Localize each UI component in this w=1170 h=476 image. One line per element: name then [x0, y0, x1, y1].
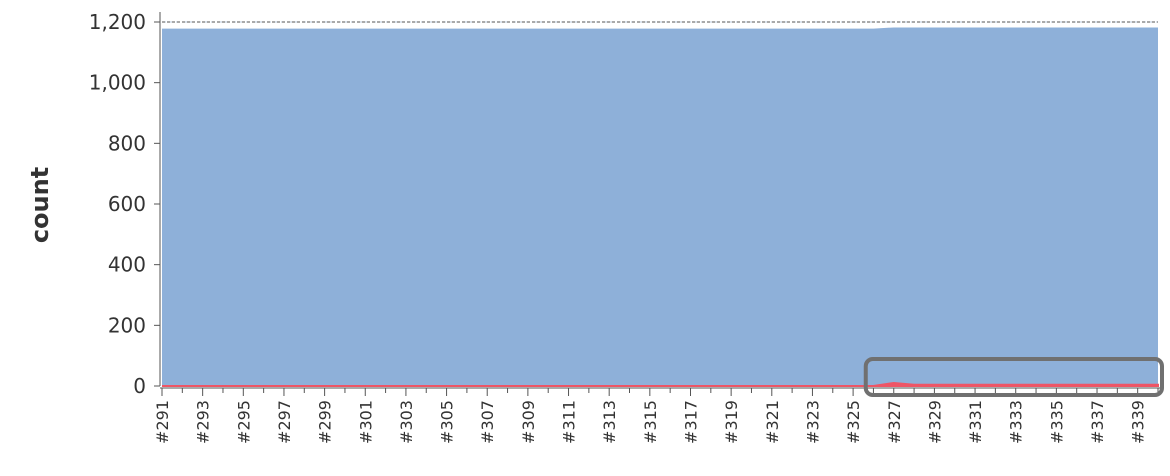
x-tick-label-14: #319	[722, 400, 741, 444]
y-tick-label-6: 1,200	[89, 10, 146, 34]
x-tick-label-23: #337	[1088, 400, 1107, 444]
x-tick-label-7: #305	[438, 400, 457, 444]
x-tick-label-22: #335	[1047, 400, 1066, 444]
x-tick-label-15: #321	[763, 400, 782, 444]
x-tick-label-0: #291	[153, 400, 172, 444]
x-tick-label-5: #301	[356, 400, 375, 444]
y-tick-label-4: 800	[108, 131, 146, 155]
y-tick-labels: 0 200 400 600 800 1,000 1,200	[89, 10, 146, 398]
y-tick-label-5: 1,000	[89, 71, 146, 95]
x-tick-label-18: #327	[885, 400, 904, 444]
x-tick-label-9: #309	[519, 400, 538, 444]
x-tick-label-2: #295	[234, 400, 253, 444]
series-areas	[162, 27, 1159, 387]
x-tick-label-3: #297	[275, 400, 294, 444]
series-area-1	[162, 381, 1159, 387]
y-axis-label: count	[26, 167, 54, 243]
x-tick-label-11: #313	[600, 400, 619, 444]
x-tick-label-24: #339	[1129, 400, 1148, 444]
highlight-box	[863, 357, 1165, 397]
x-tick-labels: #291 #293 #295 #297 #299 #301 #303 #305 #307 #309…	[153, 400, 1148, 444]
x-tick-label-16: #323	[803, 400, 822, 444]
y-tick-label-1: 200	[108, 313, 146, 337]
x-tick-label-8: #307	[478, 400, 497, 444]
y-tick-label-0: 0	[133, 374, 146, 398]
y-tick-label-3: 600	[108, 192, 146, 216]
x-tick-label-19: #329	[925, 400, 944, 444]
x-tick-label-12: #315	[641, 400, 660, 444]
x-tick-label-10: #311	[560, 400, 579, 444]
x-tick-label-13: #317	[681, 400, 700, 444]
series-area-0	[162, 27, 1158, 387]
x-tick-label-1: #293	[194, 400, 213, 444]
x-tick-label-4: #299	[316, 400, 335, 444]
x-tick-label-6: #303	[397, 400, 416, 444]
y-tick-label-2: 400	[108, 253, 146, 277]
x-tick-label-17: #325	[844, 400, 863, 444]
x-tick-label-21: #333	[1007, 400, 1026, 444]
x-tick-label-20: #331	[966, 400, 985, 444]
